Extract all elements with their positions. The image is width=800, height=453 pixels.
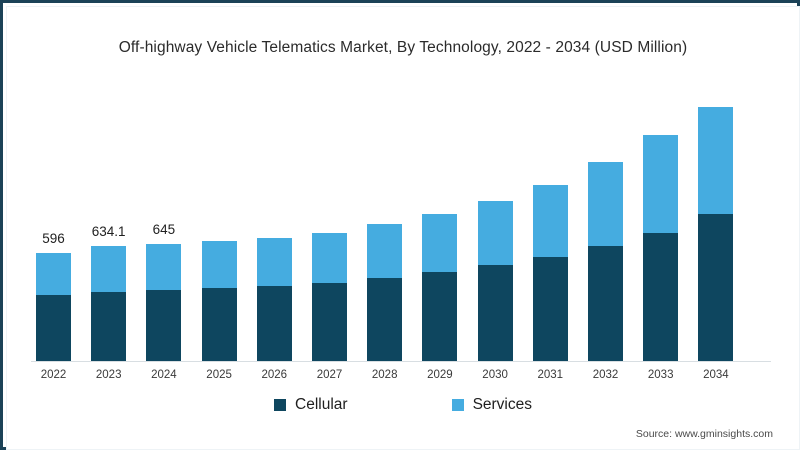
x-axis-tick-label: 2023 [95,369,122,381]
source-attribution: Source: www.gminsights.com [635,428,773,440]
legend-item-cellular[interactable]: Cellular [274,396,348,414]
x-axis-tick-label: 2030 [482,369,508,381]
x-axis-tick-label: 2022 [40,369,67,381]
bar-segment-cellular[interactable] [422,272,458,361]
bar-segment-services[interactable] [477,200,513,265]
x-axis-line [31,361,771,362]
bar-group[interactable] [312,232,347,361]
bar-segment-cellular[interactable] [477,264,513,361]
legend-label: Services [472,396,532,413]
bar-group[interactable] [367,224,403,361]
bar-segment-cellular[interactable] [588,245,623,361]
x-axis-tick-label: 2026 [261,369,288,381]
bar-group[interactable] [643,134,679,361]
x-axis-tick-label: 2033 [647,369,674,381]
bar-segment-cellular[interactable] [256,285,292,361]
legend-item-services[interactable]: Services [451,396,532,414]
bar-group[interactable] [477,200,513,361]
bar-segment-services[interactable] [422,214,458,273]
bar-segment-cellular[interactable] [698,213,734,361]
x-axis-tick-label: 2031 [537,369,564,381]
bar-segment-cellular[interactable] [367,278,403,361]
bar-group[interactable] [256,237,292,361]
bar-group[interactable] [422,214,458,361]
bar-group[interactable] [91,246,127,361]
bar-segment-cellular[interactable] [312,282,347,361]
bar-segment-cellular[interactable] [643,232,679,361]
bar-segment-cellular[interactable] [91,291,127,361]
chart-legend: Cellular Services [3,396,800,414]
bar-group[interactable] [201,241,237,361]
bar-segment-services[interactable] [36,253,71,296]
bar-segment-services[interactable] [146,244,182,290]
bar-group[interactable] [532,185,568,361]
bar-value-label: 645 [152,222,176,238]
bar-segment-cellular[interactable] [36,295,71,361]
bar-segment-cellular[interactable] [201,287,237,361]
bar-segment-services[interactable] [643,134,679,233]
bar-segment-cellular[interactable] [532,257,568,361]
legend-swatch-icon [451,399,464,411]
x-axis-tick-label: 2034 [703,369,729,381]
legend-label: Cellular [295,396,348,413]
bar-segment-services[interactable] [532,185,568,257]
bar-segment-services[interactable] [698,107,734,214]
x-axis-tick-label: 2024 [151,369,177,381]
bar-segment-services[interactable] [201,241,237,288]
bar-segment-services[interactable] [367,224,403,278]
x-axis-tick-label: 2028 [371,369,398,381]
x-axis-tick-label: 2029 [427,369,453,381]
bar-value-label: 596 [42,231,65,247]
chart-title: Off-highway Vehicle Telematics Market, B… [118,39,688,56]
x-axis-tick-label: 2025 [206,369,232,381]
bar-segment-services[interactable] [91,246,127,292]
bar-group[interactable] [36,253,71,361]
bar-group[interactable] [588,161,623,361]
legend-swatch-icon [274,399,286,411]
bar-segment-services[interactable] [588,161,623,246]
x-axis-tick-label: 2027 [316,369,343,381]
bar-group[interactable] [698,107,734,361]
bar-value-label: 634.1 [91,224,126,240]
bar-segment-services[interactable] [256,237,292,286]
x-axis-tick-label: 2032 [592,369,619,381]
bar-segment-cellular[interactable] [146,289,182,361]
bar-group[interactable] [146,244,182,361]
plot-area: 596 2022 634.1 2023 645 2024 2025 2026 2027 2028 2… [3,3,800,453]
bar-segment-services[interactable] [312,232,347,283]
